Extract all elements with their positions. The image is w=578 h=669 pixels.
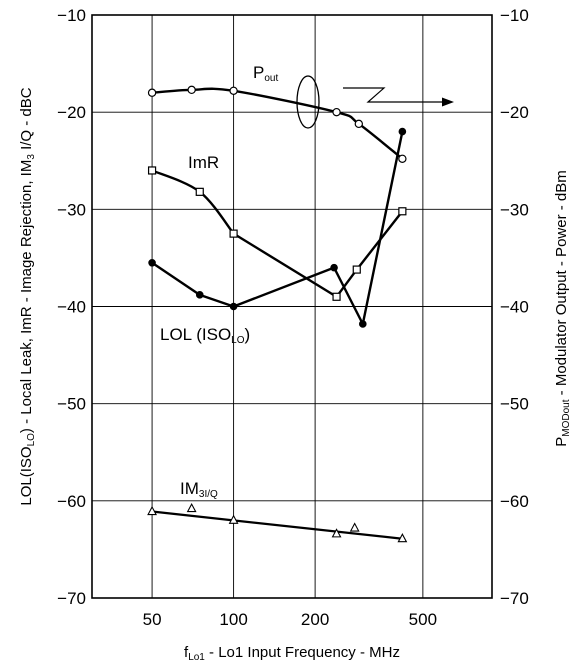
left-tick-label: −30 bbox=[57, 200, 86, 219]
lol-point bbox=[195, 291, 204, 299]
im3-point bbox=[186, 502, 197, 513]
pout-point bbox=[187, 85, 196, 95]
left-tick-label: −10 bbox=[57, 6, 86, 25]
right-tick-label: −70 bbox=[500, 589, 529, 608]
pout-label: Pout bbox=[253, 63, 278, 84]
right-tick-label: −10 bbox=[500, 6, 529, 25]
pout-arrow-head bbox=[442, 97, 454, 107]
left-tick-label: −40 bbox=[57, 298, 86, 317]
right-tick-label: −50 bbox=[500, 395, 529, 414]
left-tick-label: −60 bbox=[57, 492, 86, 511]
lol-point bbox=[330, 263, 338, 272]
x-tick-label: 200 bbox=[301, 610, 329, 629]
y2-axis-title: PMODout - Modulator Output - Power - dBm bbox=[553, 170, 572, 447]
pout-point bbox=[229, 86, 238, 95]
im3-point bbox=[331, 528, 342, 538]
lol-line bbox=[151, 131, 404, 326]
im3-point bbox=[349, 522, 360, 532]
im3-point bbox=[147, 505, 157, 516]
lol-point bbox=[148, 258, 156, 267]
imr-label: ImR bbox=[188, 153, 219, 172]
left-tick-label: −20 bbox=[57, 103, 86, 122]
right-axis-ticks: −70 −60 −50 −40 −30 −20 −10 bbox=[500, 6, 529, 608]
imr-point bbox=[332, 292, 341, 301]
imr-point bbox=[147, 166, 157, 175]
series-labels: Pout ImR LOL (ISOLO) IM3I/Q bbox=[160, 63, 278, 500]
imr-point bbox=[195, 187, 204, 196]
lol-point bbox=[398, 127, 407, 136]
plot-frame bbox=[91, 14, 493, 599]
pout-point bbox=[354, 119, 364, 129]
x-axis-title: fLo1 - Lo1 Input Frequency - MHz bbox=[184, 644, 400, 663]
im3-point bbox=[397, 533, 408, 543]
imr-point bbox=[229, 229, 238, 238]
pout-axis-arrow-annotation bbox=[296, 75, 454, 129]
pout-line bbox=[151, 87, 404, 160]
series-markers bbox=[147, 85, 408, 543]
left-tick-label: −50 bbox=[57, 395, 86, 414]
right-tick-label: −40 bbox=[500, 298, 529, 317]
im3-line bbox=[151, 510, 403, 540]
pout-point bbox=[398, 154, 407, 164]
pout-arrow-line bbox=[343, 87, 446, 103]
right-tick-label: −20 bbox=[500, 103, 529, 122]
lol-point bbox=[358, 320, 367, 328]
left-axis-ticks: −70 −60 −50 −40 −30 −20 −10 bbox=[57, 6, 86, 608]
left-tick-label: −70 bbox=[57, 589, 86, 608]
x-tick-label: 100 bbox=[219, 610, 247, 629]
im3-point bbox=[228, 514, 239, 524]
y-axis-title: LOL(ISOLO) - Local Leak, ImR - Image Rej… bbox=[18, 87, 37, 505]
right-tick-label: −30 bbox=[500, 200, 529, 219]
imr-point bbox=[352, 265, 361, 274]
x-tick-label: 50 bbox=[143, 610, 162, 629]
lol-point bbox=[229, 302, 238, 311]
im3-label: IM3I/Q bbox=[180, 479, 218, 500]
imr-point bbox=[398, 207, 407, 216]
imr-line bbox=[151, 169, 404, 298]
x-axis-ticks: 50 100 200 500 bbox=[143, 610, 437, 629]
pout-point bbox=[147, 88, 157, 97]
lol-label: LOL (ISOLO) bbox=[160, 325, 250, 346]
pout-point bbox=[332, 107, 341, 117]
right-tick-label: −60 bbox=[500, 492, 529, 511]
pout-loop-mark bbox=[296, 75, 320, 129]
x-tick-label: 500 bbox=[409, 610, 437, 629]
